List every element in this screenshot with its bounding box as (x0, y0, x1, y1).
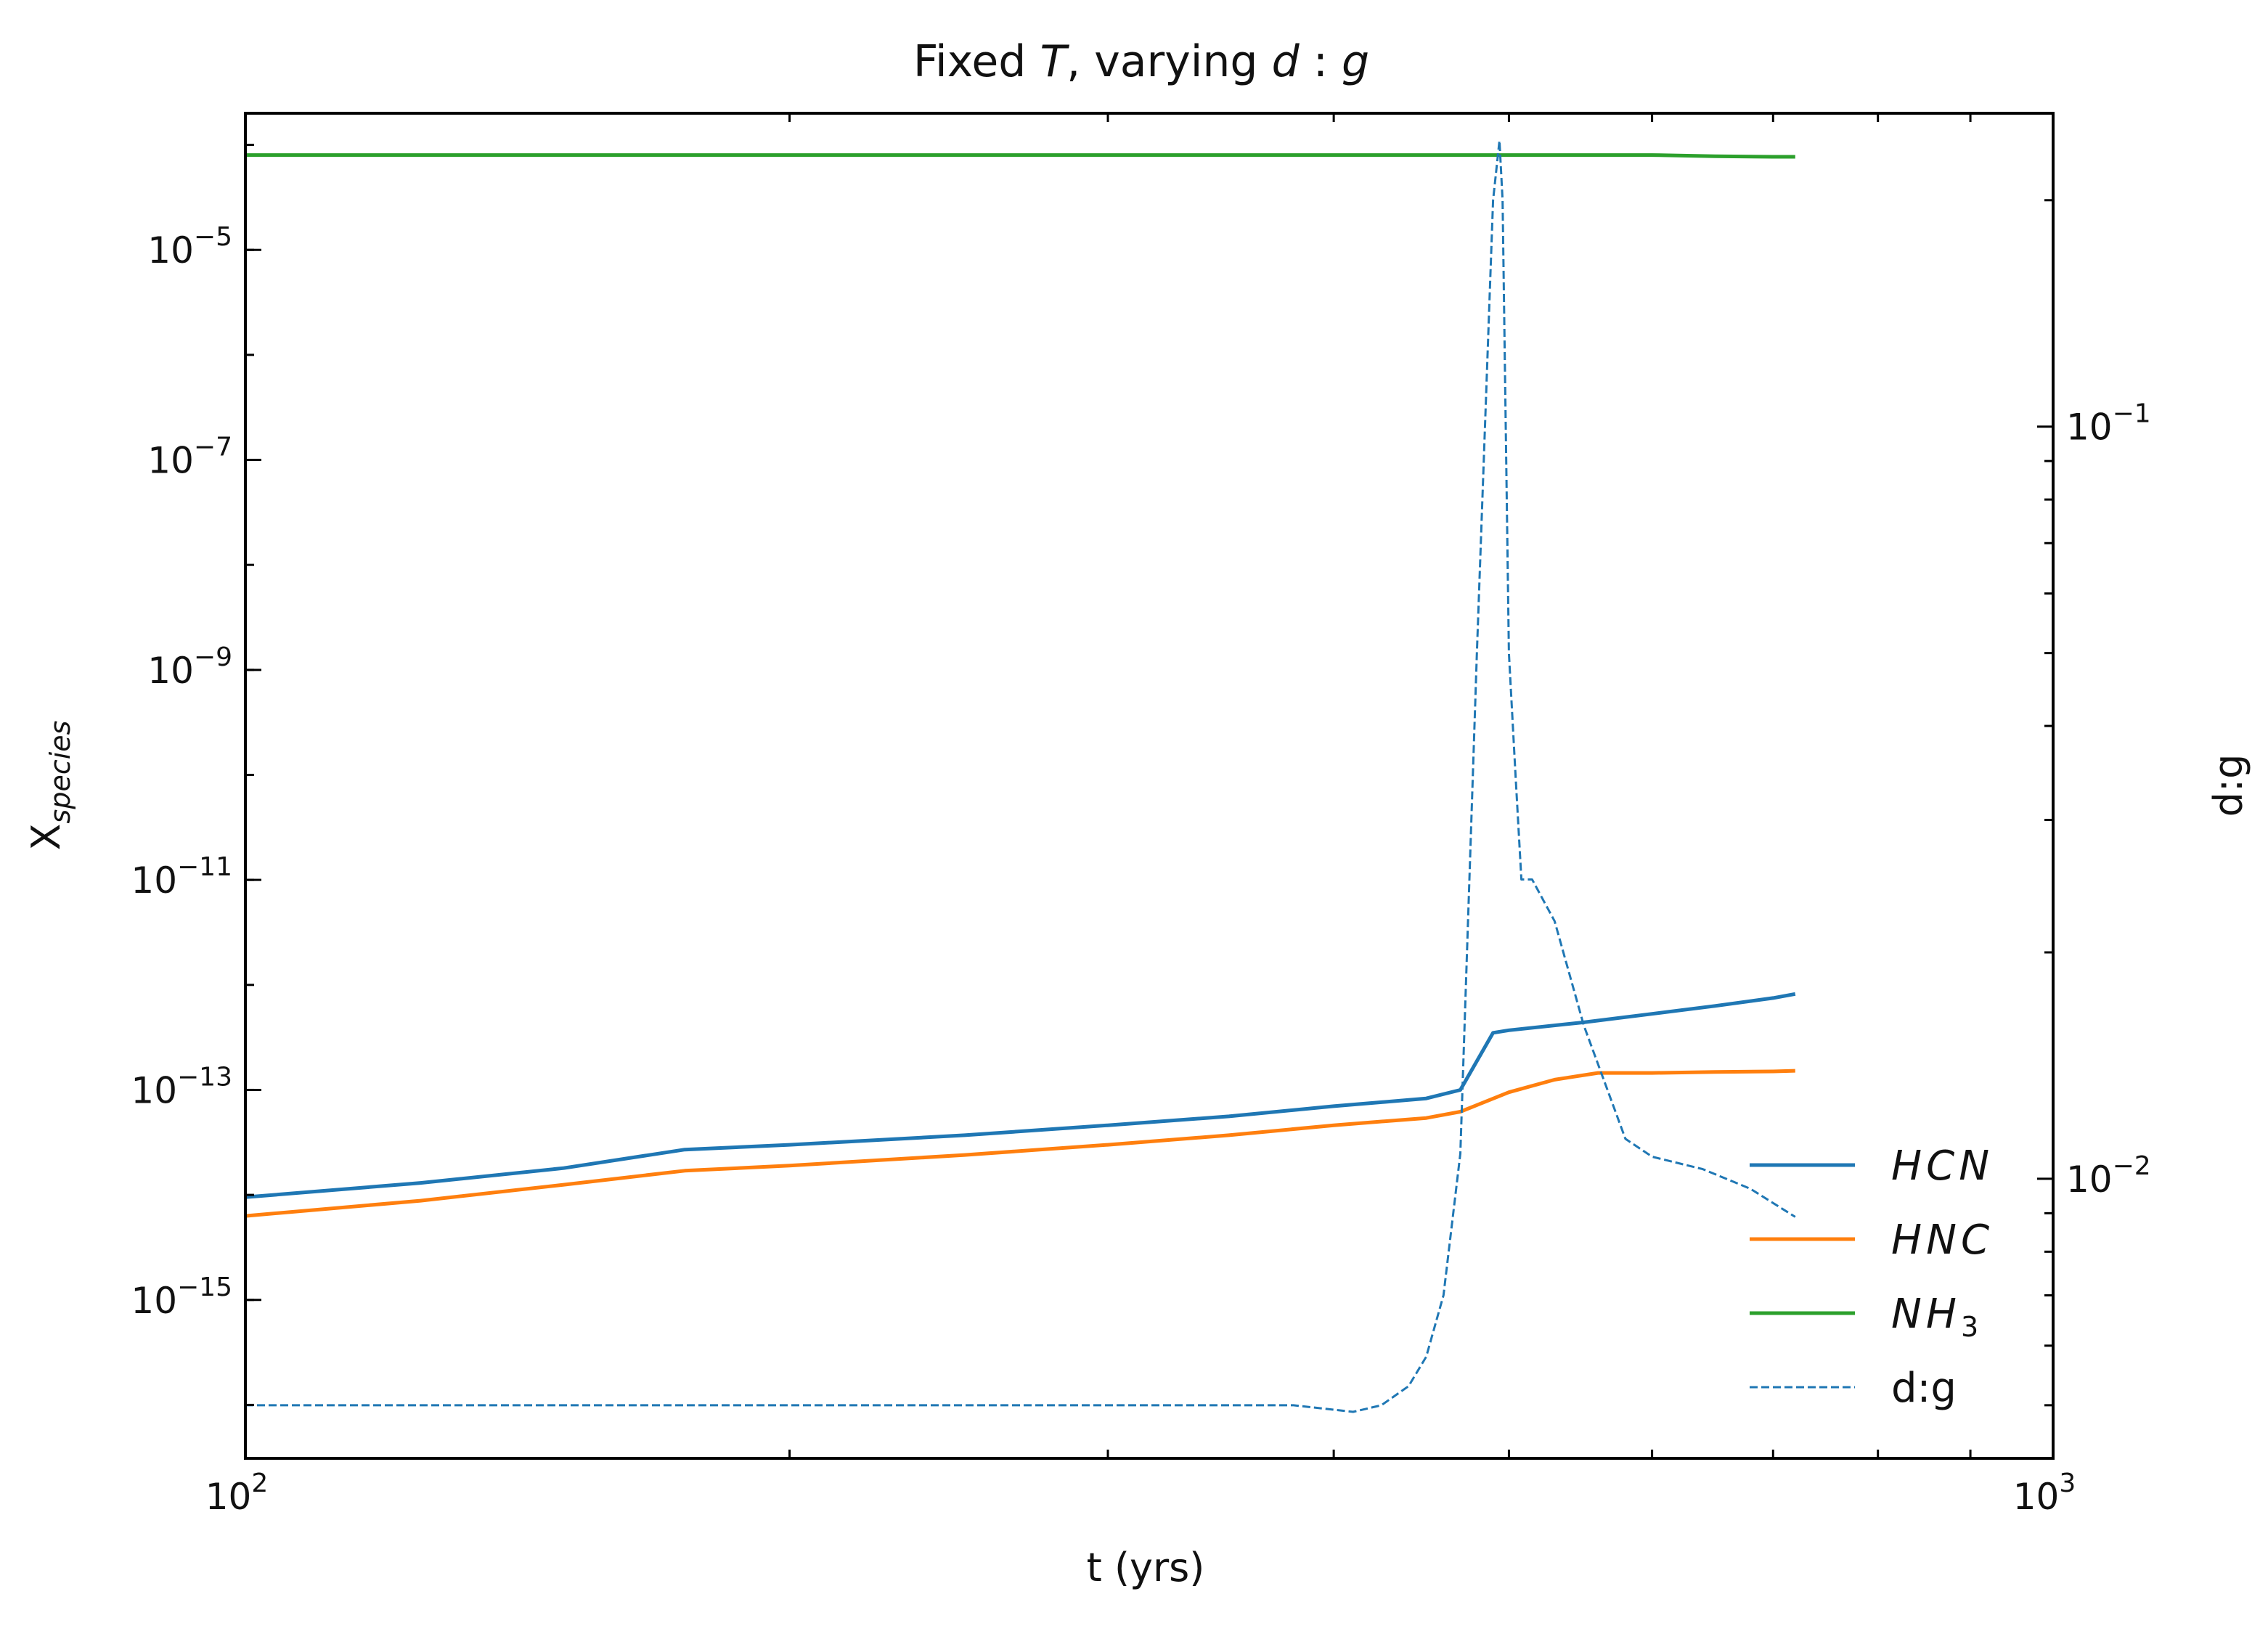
ticks-layer: 102 103 10−5 10−7 10−9 10−11 10−13 10−15 10−1 10−… (131, 113, 2151, 1518)
series-line-nh3 (245, 153, 1795, 159)
series-line-dg (245, 139, 1796, 1413)
chart-title: Fixed T, varying d : g (913, 36, 1369, 87)
legend-label: d:g (1891, 1365, 1957, 1412)
legend-label: HCN (1891, 1143, 1994, 1190)
series-layer (245, 139, 1796, 1413)
y2-tick-label: 10−2 (2066, 1151, 2151, 1201)
series-line-hcn (245, 992, 1796, 1199)
y-tick-label: 10−13 (131, 1062, 232, 1111)
y2-tick-label: 10−1 (2066, 399, 2151, 449)
y2-axis-label: d:g (2206, 754, 2251, 817)
y-tick-label: 10−11 (131, 852, 232, 902)
x-tick-label: 102 (205, 1468, 269, 1518)
y-tick-label: 10−9 (147, 642, 232, 692)
plot-frame (244, 112, 2055, 1460)
y-tick-label: 10−5 (147, 222, 232, 271)
x-axis-label: t (yrs) (1087, 1545, 1205, 1590)
y-tick-label: 10−7 (147, 433, 232, 482)
y-axis-label: Xspecies (23, 721, 76, 851)
x-tick-label: 103 (2013, 1468, 2076, 1518)
legend-label: HNC (1891, 1217, 1994, 1264)
series-line-hnc (245, 1069, 1795, 1218)
y-tick-label: 10−15 (131, 1272, 232, 1322)
legend-label: NH3 (1891, 1291, 1978, 1343)
legend: HCN HNC NH3 d:g (1750, 1143, 1994, 1412)
